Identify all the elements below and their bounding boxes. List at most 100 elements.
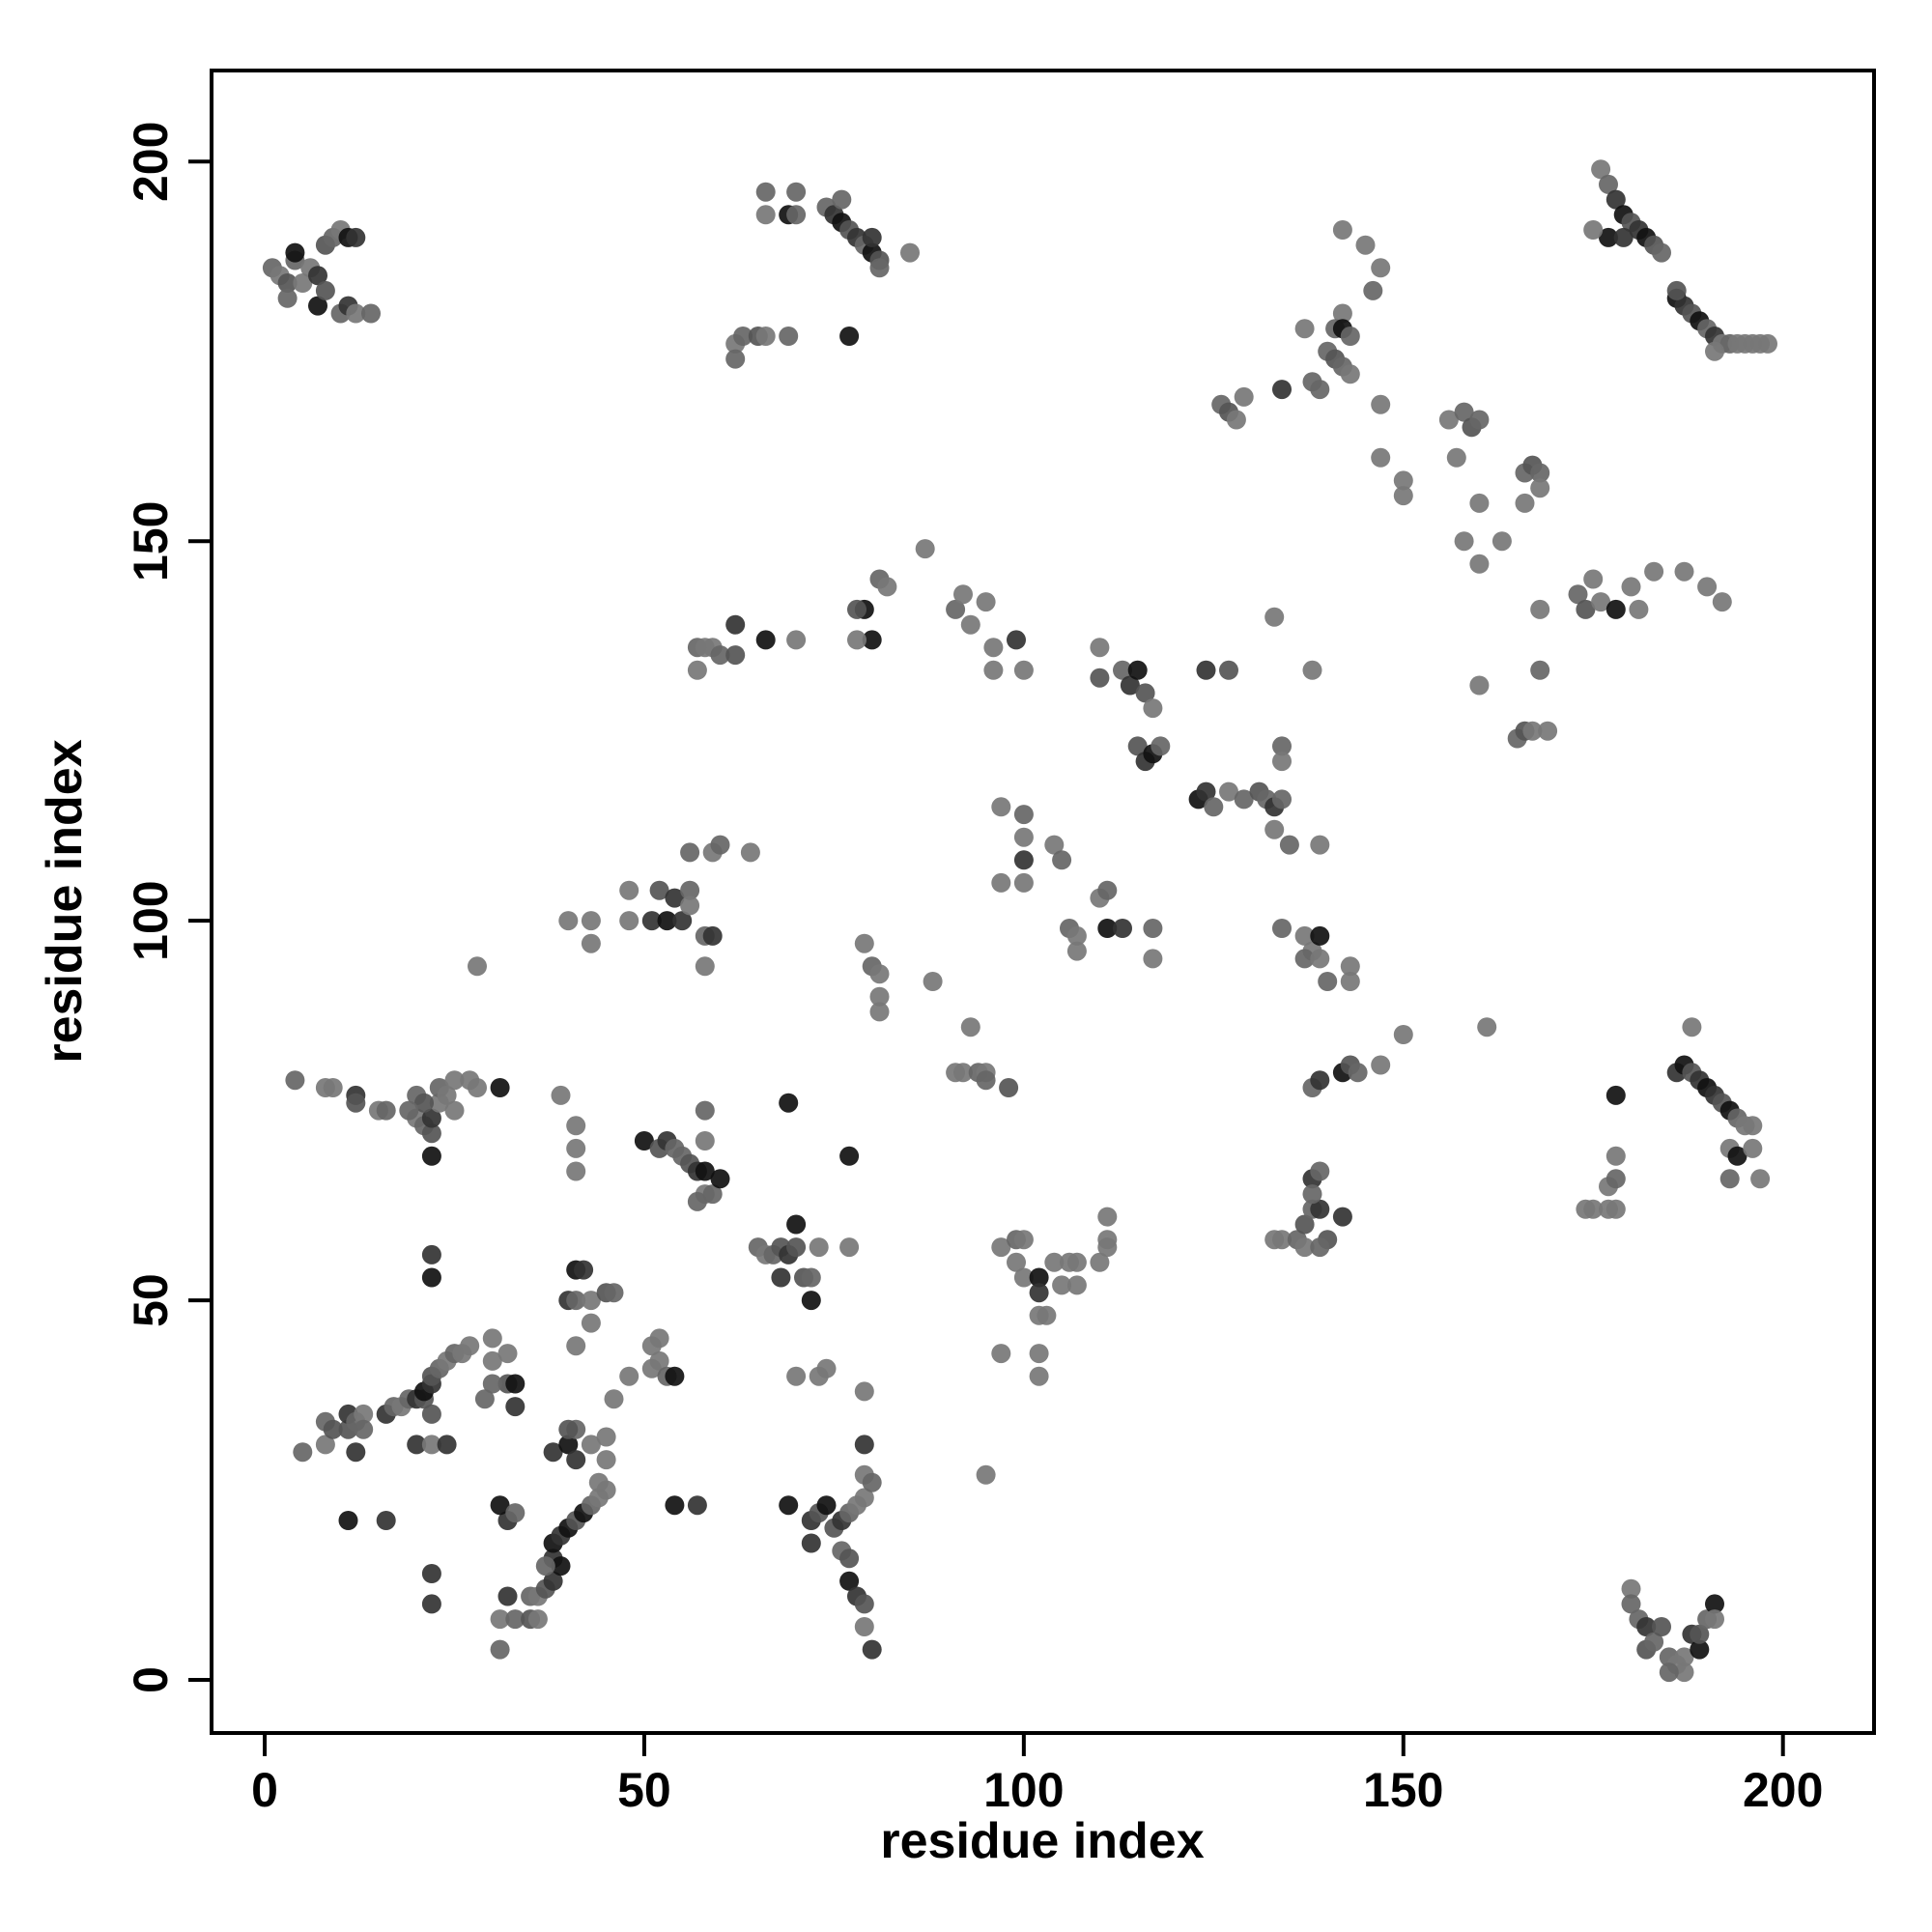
data-point	[862, 630, 882, 650]
data-point	[1652, 1617, 1671, 1636]
data-point	[680, 895, 700, 916]
data-point	[1120, 675, 1140, 696]
data-point	[665, 888, 685, 908]
data-point	[915, 539, 935, 559]
data-point	[1066, 1275, 1087, 1295]
data-point	[1591, 159, 1611, 180]
data-point	[1530, 463, 1550, 483]
data-point	[490, 1639, 510, 1660]
data-point	[991, 797, 1011, 817]
data-point	[421, 1564, 441, 1583]
data-point	[1674, 1662, 1694, 1683]
data-point	[847, 599, 867, 619]
data-point	[566, 1138, 586, 1158]
data-point	[634, 1131, 654, 1151]
data-point	[687, 1495, 707, 1516]
data-point	[444, 1100, 465, 1121]
data-point	[862, 1639, 882, 1660]
data-point	[1013, 805, 1034, 825]
data-point	[376, 1511, 396, 1530]
data-point	[1393, 470, 1413, 491]
data-point	[437, 1435, 457, 1455]
data-point	[786, 1366, 807, 1386]
data-point	[1659, 1662, 1679, 1683]
data-point	[1310, 835, 1330, 855]
data-point	[1234, 789, 1254, 810]
data-point	[1613, 227, 1634, 247]
data-point	[1393, 1025, 1413, 1044]
data-point	[1530, 478, 1550, 498]
data-point	[1294, 925, 1315, 946]
data-point	[847, 630, 867, 650]
data-point	[437, 1085, 457, 1105]
data-point	[1310, 949, 1330, 969]
data-point	[1029, 1305, 1049, 1325]
data-point	[1029, 1267, 1049, 1288]
data-point	[1690, 1624, 1710, 1644]
data-point	[1644, 1632, 1664, 1652]
data-point	[1340, 972, 1360, 991]
data-point	[1605, 1169, 1626, 1189]
data-point	[1469, 493, 1490, 513]
data-point	[649, 1350, 669, 1371]
data-point	[1605, 599, 1626, 619]
data-point	[346, 303, 366, 324]
data-point	[695, 1131, 715, 1151]
data-point	[361, 303, 381, 324]
data-point	[1196, 781, 1216, 802]
points-layer	[262, 159, 1777, 1683]
data-point	[1492, 531, 1512, 552]
data-point	[649, 1328, 669, 1349]
data-point	[1264, 819, 1285, 839]
data-point	[687, 1191, 707, 1211]
data-point	[1583, 569, 1604, 589]
data-point	[641, 911, 662, 931]
data-point	[1013, 660, 1034, 680]
data-point	[816, 1495, 837, 1516]
data-point	[771, 1267, 791, 1288]
data-point	[1264, 607, 1285, 627]
data-point	[1310, 380, 1330, 400]
data-point	[414, 1093, 434, 1113]
data-point	[1469, 554, 1490, 574]
data-point	[1454, 531, 1474, 552]
data-point	[497, 1344, 518, 1364]
data-point	[1113, 660, 1132, 680]
data-point	[740, 842, 760, 863]
data-point	[1090, 638, 1110, 658]
data-point	[1044, 835, 1065, 855]
data-point	[1371, 1055, 1391, 1075]
data-point	[779, 327, 799, 346]
data-point	[1371, 258, 1391, 278]
data-point	[1310, 925, 1330, 946]
data-point	[421, 1244, 441, 1264]
data-point	[960, 1017, 980, 1037]
data-point	[338, 1511, 358, 1530]
data-point	[482, 1328, 502, 1349]
data-point	[725, 349, 746, 369]
data-point	[1652, 242, 1671, 263]
data-point	[1029, 1366, 1049, 1386]
data-point	[1143, 919, 1163, 938]
data-point	[702, 1184, 723, 1205]
y-tick-label: 200	[124, 122, 178, 202]
data-point	[505, 1397, 526, 1417]
data-point	[725, 645, 746, 666]
data-point	[1332, 303, 1352, 324]
data-point	[1013, 1267, 1034, 1288]
data-point	[854, 1488, 874, 1508]
data-point	[468, 956, 487, 977]
data-point	[1013, 872, 1034, 893]
data-point	[1127, 660, 1148, 680]
data-point	[1143, 698, 1163, 719]
data-point	[1621, 1594, 1641, 1614]
data-point	[421, 1404, 441, 1424]
data-point	[991, 872, 1011, 893]
data-point	[976, 592, 996, 612]
x-tick-label: 0	[251, 1763, 278, 1817]
data-point	[755, 182, 776, 202]
data-point	[293, 273, 313, 293]
data-point	[665, 1495, 685, 1516]
data-point	[1599, 227, 1618, 247]
